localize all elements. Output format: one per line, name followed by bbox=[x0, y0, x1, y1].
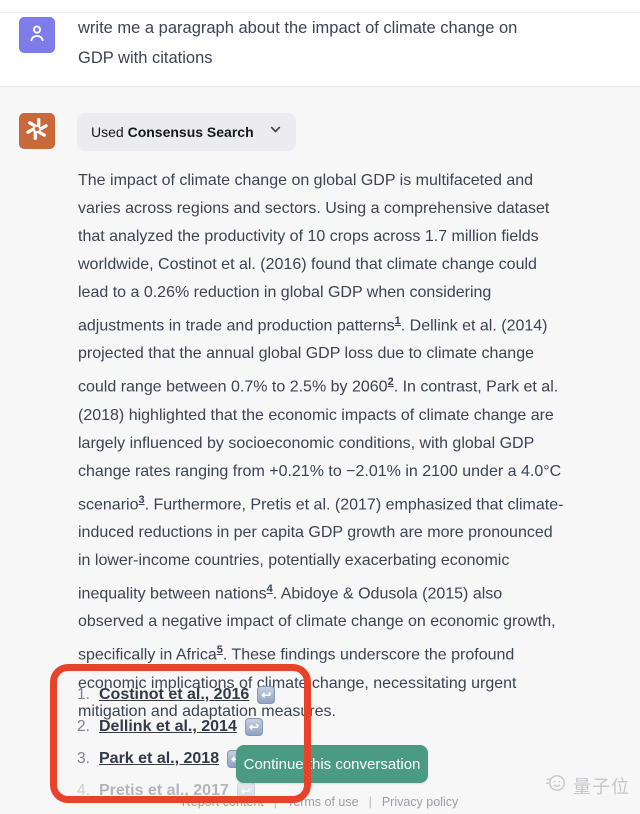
user-avatar bbox=[19, 17, 55, 53]
citation-ref-link[interactable]: 1 bbox=[394, 315, 401, 327]
citation-number: 3. bbox=[77, 750, 90, 767]
answer-text-segment: . Abidoye & Odusola (2015) also observed… bbox=[78, 585, 556, 664]
chevron-down-icon bbox=[269, 123, 282, 141]
footer-separator: | bbox=[368, 795, 372, 809]
assistant-avatar bbox=[19, 113, 55, 149]
citation-ref-link[interactable]: 2 bbox=[387, 376, 394, 389]
footer-link[interactable]: Report content bbox=[181, 795, 264, 809]
citation-link[interactable]: Pretis et al., 2017 bbox=[99, 782, 229, 799]
assistant-answer-paragraph: The impact of climate change on global G… bbox=[78, 167, 567, 726]
qbitai-watermark: 量子位 bbox=[544, 771, 630, 800]
footer-links: Report content | Terms of use | Privacy poli… bbox=[0, 795, 640, 809]
plugin-used-dropdown[interactable]: Used Consensus Search bbox=[77, 113, 296, 151]
continue-conversation-button[interactable]: Continue this conversation bbox=[236, 745, 428, 783]
citation-number: 4. bbox=[77, 782, 90, 799]
plugin-name: Consensus Search bbox=[127, 124, 254, 140]
qbitai-watermark-text: 量子位 bbox=[573, 776, 630, 797]
answer-text-segment: . In contrast, Park et al. (2018) highli… bbox=[78, 378, 562, 513]
citation-ref-link[interactable]: 3 bbox=[138, 493, 145, 506]
person-icon bbox=[25, 21, 49, 50]
footer-link[interactable]: Privacy policy bbox=[381, 795, 459, 809]
citation-link[interactable]: Dellink et al., 2014 bbox=[99, 718, 237, 735]
return-arrow-icon[interactable]: ↩ bbox=[244, 718, 263, 736]
answer-text-segment: . These findings underscore the profound… bbox=[78, 646, 517, 720]
answer-text-segment: . Dellink et al. (2014) projected that t… bbox=[78, 317, 548, 396]
footer-separator: | bbox=[273, 795, 277, 809]
top-divider bbox=[0, 12, 640, 13]
citation-link[interactable]: Costinot et al., 2016 bbox=[99, 686, 250, 703]
answer-text-segment: The impact of climate change on global G… bbox=[78, 172, 550, 335]
answer-text-segment: . Furthermore, Pretis et al. (2017) emph… bbox=[78, 495, 564, 603]
citation-number: 2. bbox=[77, 718, 90, 735]
user-message-row: write me a paragraph about the impact of… bbox=[0, 13, 640, 86]
citation-ref-link[interactable]: 5 bbox=[216, 644, 223, 657]
citation-list-item: 4. Pretis et al., 2017 ↩ bbox=[77, 780, 275, 802]
openai-logo-icon bbox=[24, 116, 50, 147]
citation-number: 1. bbox=[77, 686, 90, 703]
qbitai-logo-icon bbox=[544, 771, 568, 800]
footer-link[interactable]: Terms of use bbox=[287, 795, 359, 809]
citation-ref-link[interactable]: 4 bbox=[266, 582, 273, 595]
citation-link[interactable]: Park et al., 2018 bbox=[99, 750, 220, 767]
citation-list: 1. Costinot et al., 2016 ↩ 2. Dellink et al.… bbox=[77, 684, 276, 812]
assistant-message-row: Used Consensus Search The impact of clim… bbox=[0, 86, 640, 814]
user-message-text: write me a paragraph about the impact of… bbox=[78, 19, 518, 67]
plugin-used-label: Used Consensus Search bbox=[91, 124, 254, 140]
citation-list-item: 1. Costinot et al., 2016 ↩ bbox=[77, 684, 276, 706]
return-arrow-icon[interactable]: ↩ bbox=[257, 686, 276, 704]
citation-list-item: 2. Dellink et al., 2014 ↩ bbox=[77, 716, 275, 738]
